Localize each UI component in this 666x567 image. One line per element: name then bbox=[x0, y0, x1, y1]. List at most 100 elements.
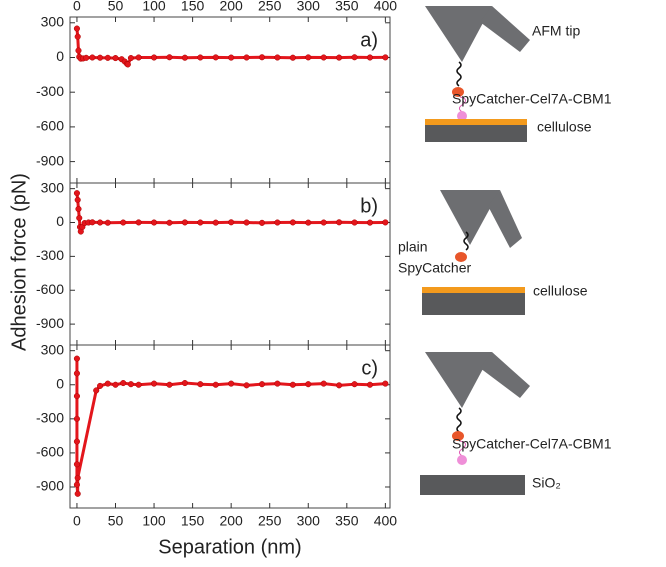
panel-label: b) bbox=[360, 195, 378, 217]
data-point bbox=[382, 54, 389, 61]
data-point bbox=[127, 55, 134, 62]
data-point bbox=[73, 415, 80, 422]
data-point bbox=[112, 55, 119, 62]
data-point bbox=[75, 205, 82, 213]
spycatcher bbox=[452, 87, 464, 97]
x-tick-label: 250 bbox=[258, 513, 282, 529]
data-point bbox=[166, 54, 173, 61]
plot-frame bbox=[69, 182, 391, 346]
x-tick-label: 0 bbox=[73, 513, 81, 529]
data-point bbox=[197, 381, 204, 388]
data-point bbox=[366, 54, 374, 61]
data-point bbox=[73, 393, 80, 400]
data-point bbox=[73, 355, 80, 362]
x-tick-label: 50 bbox=[108, 0, 124, 14]
surface-label: cellulose bbox=[533, 283, 588, 299]
data-point bbox=[166, 381, 173, 388]
enzyme bbox=[457, 455, 467, 465]
data-point bbox=[305, 219, 312, 226]
molecule-label: SpyCatcher bbox=[398, 260, 471, 276]
afm-tip bbox=[440, 190, 500, 245]
data-point bbox=[305, 54, 312, 61]
data-point bbox=[73, 370, 80, 377]
data-point bbox=[274, 54, 281, 61]
data-point bbox=[135, 381, 142, 388]
y-tick-label: -300 bbox=[36, 247, 64, 263]
data-point bbox=[243, 382, 250, 389]
schematic-b: plain SpyCatcher cellulose bbox=[398, 190, 588, 315]
afm-tip bbox=[425, 352, 492, 408]
y-tick-label: 0 bbox=[56, 375, 64, 391]
x-tick-label: 300 bbox=[297, 0, 321, 14]
linker bbox=[463, 231, 469, 251]
data-point bbox=[258, 381, 266, 388]
data-point bbox=[336, 219, 343, 226]
data-point bbox=[89, 54, 96, 61]
data-point bbox=[112, 381, 119, 388]
data-point bbox=[120, 380, 127, 387]
data-point bbox=[382, 219, 389, 226]
data-point bbox=[104, 380, 111, 387]
y-tick-label: -900 bbox=[36, 315, 64, 331]
afm-tip bbox=[425, 6, 492, 62]
plot-frame bbox=[69, 344, 391, 509]
data-point bbox=[97, 219, 104, 226]
y-axis-label: Adhesion force (pN) bbox=[8, 173, 30, 351]
surface-label: cellulose bbox=[537, 119, 592, 135]
y-tick-label: -600 bbox=[36, 118, 64, 134]
y-tick-label: -900 bbox=[36, 478, 64, 494]
y-tick-label: 300 bbox=[41, 13, 65, 29]
data-point bbox=[305, 381, 312, 388]
x-tick-label: 350 bbox=[335, 0, 359, 14]
linker bbox=[456, 61, 462, 87]
data-point bbox=[74, 490, 81, 497]
x-tick-label: 100 bbox=[142, 0, 166, 14]
data-point bbox=[181, 219, 188, 226]
data-point bbox=[320, 54, 327, 61]
schematic-a: AFM tip SpyCatcher-Cel7A-CBM1 cellulose bbox=[425, 6, 612, 142]
data-point bbox=[181, 54, 188, 61]
data-point bbox=[150, 380, 158, 387]
surface-label: SiO₂ bbox=[532, 475, 561, 491]
y-tick-label: -900 bbox=[36, 152, 64, 168]
data-point bbox=[73, 461, 80, 468]
y-tick-label: -600 bbox=[36, 444, 64, 460]
tip-label: AFM tip bbox=[532, 23, 580, 39]
data-point bbox=[212, 219, 219, 226]
data-point bbox=[228, 54, 235, 61]
data-point bbox=[366, 219, 374, 226]
data-point bbox=[289, 219, 296, 226]
panel-label: a) bbox=[360, 29, 378, 51]
data-point bbox=[135, 54, 142, 61]
x-tick-label: 300 bbox=[297, 513, 321, 529]
x-tick-label: 50 bbox=[108, 513, 124, 529]
molecule-label: SpyCatcher-Cel7A-CBM1 bbox=[452, 436, 612, 452]
data-point bbox=[382, 380, 389, 387]
x-tick-label: 200 bbox=[219, 513, 243, 529]
panel-label: c) bbox=[361, 357, 378, 379]
data-point bbox=[274, 380, 281, 387]
data-point bbox=[181, 380, 188, 387]
data-point bbox=[289, 381, 296, 388]
data-point bbox=[104, 219, 111, 226]
data-point bbox=[258, 219, 266, 226]
x-tick-label: 0 bbox=[73, 0, 81, 14]
data-point bbox=[93, 387, 100, 394]
molecule-label: SpyCatcher-Cel7A-CBM1 bbox=[452, 91, 612, 107]
x-tick-label: 200 bbox=[219, 0, 243, 14]
cellulose-layer bbox=[425, 119, 527, 125]
data-point bbox=[351, 54, 358, 61]
data-point bbox=[212, 54, 219, 61]
x-tick-label: 150 bbox=[181, 0, 205, 14]
data-point bbox=[150, 54, 158, 61]
data-point bbox=[73, 481, 80, 488]
data-point bbox=[150, 219, 158, 226]
y-tick-label: 300 bbox=[41, 179, 65, 195]
cellulose-layer bbox=[422, 287, 525, 293]
spycatcher bbox=[455, 252, 467, 262]
data-line-thick bbox=[75, 192, 386, 234]
x-tick-label: 400 bbox=[374, 0, 398, 14]
data-point bbox=[336, 382, 343, 389]
plot-frame bbox=[69, 16, 391, 184]
data-point bbox=[228, 380, 235, 387]
